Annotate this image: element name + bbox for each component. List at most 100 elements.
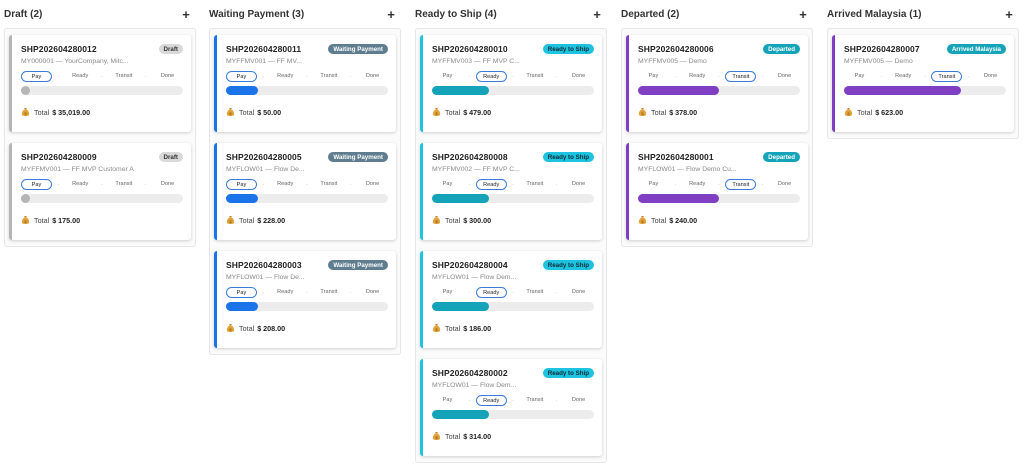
step-separator: · (718, 181, 720, 188)
step-ready: Ready (475, 71, 507, 82)
shipment-card[interactable]: SHP202604280004 Ready to Ship MYFLOW01 — F… (420, 251, 602, 348)
money-bag-icon: $ (226, 107, 235, 117)
step-pay: Pay (226, 179, 257, 190)
step-pay: Pay (21, 179, 52, 190)
step-separator: · (349, 181, 352, 188)
shipment-id[interactable]: SHP202604280009 (21, 152, 97, 162)
plus-icon[interactable]: + (182, 6, 190, 22)
progress-bar (226, 86, 388, 95)
step-separator: · (262, 181, 265, 188)
card-header: SHP202604280006 Departed (638, 43, 800, 55)
column-body: SHP202604280011 Waiting Payment MYFFMV001 … (209, 28, 401, 355)
shipment-id[interactable]: SHP202604280010 (432, 44, 508, 54)
total-label: Total (857, 107, 873, 117)
total-label: Total (239, 107, 255, 117)
column-body: SHP202604280007 Arrived Malaysia MYFFMV005… (827, 28, 1019, 139)
plus-icon[interactable]: + (593, 6, 601, 22)
shipment-card[interactable]: SHP202604280003 Waiting Payment MYFLOW01 —… (214, 251, 396, 348)
customer-line: MYFFMV001 — FF MVP Customer A (21, 166, 134, 173)
progress-fill (226, 302, 259, 311)
shipment-card[interactable]: SHP202604280007 Arrived Malaysia MYFFMV005… (832, 35, 1014, 132)
status-stripe (214, 251, 217, 348)
step-pay: Pay (442, 289, 453, 295)
column-header: Draft (2) + (4, 0, 196, 28)
shipment-card[interactable]: SHP202604280009 Draft MYFFMV001 — FF MVP C… (9, 143, 191, 240)
shipment-card[interactable]: SHP202604280005 Waiting Payment MYFLOW01 —… (214, 143, 396, 240)
total-amount: $ 314.00 (463, 431, 492, 441)
card-header: SHP202604280001 Departed (638, 151, 800, 163)
plus-icon[interactable]: + (387, 6, 395, 22)
progress-bar (638, 194, 800, 203)
customer-line: MYFLOW01 — Flow De... (226, 274, 305, 281)
total-amount: $ 378.00 (669, 107, 698, 117)
total-amount: $ 479.00 (463, 107, 492, 117)
step-done: Done (365, 289, 380, 295)
shipment-id[interactable]: SHP202604280004 (432, 260, 508, 270)
shipment-id[interactable]: SHP202604280012 (21, 44, 97, 54)
shipment-card[interactable]: SHP202604280006 Departed MYFFMV005 — Demo P… (626, 35, 808, 132)
progress-steps: Pay · Ready · Transit · Done (21, 179, 183, 190)
step-separator: · (57, 73, 60, 80)
status-badge: Waiting Payment (328, 152, 388, 162)
money-bag-icon: $ (432, 323, 441, 333)
status-stripe (832, 35, 835, 132)
total-label: Total (445, 107, 461, 117)
step-done: Done (983, 73, 998, 79)
shipment-id[interactable]: SHP202604280007 (844, 44, 920, 54)
shipment-id[interactable]: SHP202604280006 (638, 44, 714, 54)
status-stripe (214, 143, 217, 240)
status-stripe (420, 143, 423, 240)
step-transit: Transit (115, 73, 133, 79)
svg-text:$: $ (641, 111, 644, 116)
step-done: Done (571, 397, 586, 403)
shipment-id[interactable]: SHP202604280003 (226, 260, 302, 270)
step-separator: · (512, 181, 514, 188)
step-ready: Ready (475, 395, 507, 406)
money-bag-icon: $ (226, 323, 235, 333)
status-badge: Departed (763, 152, 800, 162)
shipment-card[interactable]: SHP202604280012 Draft MY000001 — YourCompa… (9, 35, 191, 132)
shipment-card[interactable]: SHP202604280010 Ready to Ship MYFFMV003 — … (420, 35, 602, 132)
card-header: SHP202604280002 Ready to Ship (432, 367, 594, 379)
progress-steps: Pay · Ready · Transit · Done (226, 71, 388, 82)
shipment-card[interactable]: SHP202604280011 Waiting Payment MYFFMV001 … (214, 35, 396, 132)
total-label: Total (239, 323, 255, 333)
svg-text:$: $ (229, 111, 232, 116)
step-done: Done (571, 181, 586, 187)
shipment-card[interactable]: SHP202604280008 Ready to Ship MYFFMV002 — … (420, 143, 602, 240)
total-label: Total (34, 107, 50, 117)
step-pay: Pay (648, 181, 659, 187)
progress-bar (226, 194, 388, 203)
total-row: $ Total $ 479.00 (432, 107, 594, 117)
step-done: Done (365, 181, 380, 187)
svg-text:$: $ (24, 111, 27, 116)
total-row: $ Total $ 175.00 (21, 215, 183, 225)
shipment-id[interactable]: SHP202604280001 (638, 152, 714, 162)
plus-icon[interactable]: + (799, 6, 807, 22)
status-badge: Departed (763, 44, 800, 54)
svg-text:$: $ (435, 111, 438, 116)
step-transit: Transit (526, 397, 544, 403)
column-2: Ready to Ship (4) + SHP202604280010 Ready t… (415, 0, 607, 463)
shipment-card[interactable]: SHP202604280002 Ready to Ship MYFLOW01 — F… (420, 359, 602, 456)
shipment-id[interactable]: SHP202604280008 (432, 152, 508, 162)
shipment-id[interactable]: SHP202604280005 (226, 152, 302, 162)
plus-icon[interactable]: + (1005, 6, 1013, 22)
step-ready: Ready (689, 73, 706, 79)
shipment-id[interactable]: SHP202604280002 (432, 368, 508, 378)
column-header: Ready to Ship (4) + (415, 0, 607, 28)
progress-bar (21, 86, 183, 95)
total-row: $ Total $ 240.00 (638, 215, 800, 225)
shipment-id[interactable]: SHP202604280011 (226, 44, 302, 54)
customer-line: MYFFMV003 — FF MVP C... (432, 58, 520, 65)
step-ready: Ready (277, 73, 294, 79)
step-done: Done (777, 73, 792, 79)
card-header: SHP202604280011 Waiting Payment (226, 43, 388, 55)
step-separator: · (57, 181, 60, 188)
shipment-card[interactable]: SHP202604280001 Departed MYFLOW01 — Flow D… (626, 143, 808, 240)
step-separator: · (306, 73, 308, 80)
step-transit: Transit (725, 71, 757, 82)
money-bag-icon: $ (432, 431, 441, 441)
progress-fill (432, 302, 489, 311)
progress-bar (226, 302, 388, 311)
